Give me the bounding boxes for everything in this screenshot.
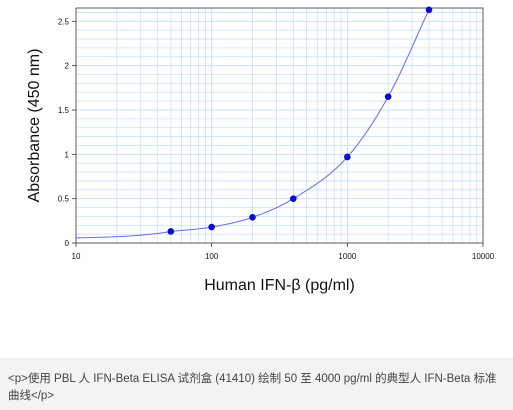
plot-frame [75,7,484,244]
y-tick-label: 1.5 [58,106,70,115]
data-points [167,6,433,235]
figure-panel: 10 100 1000 10000 0 0.5 1 1.5 2 2.5 Human IFN-β (… [26,6,495,294]
data-point [249,213,256,221]
y-tick-label: 2.5 [58,17,70,26]
y-tick-label: 0.5 [58,195,70,204]
x-tick-label: 10000 [472,252,495,261]
data-point [384,93,392,100]
data-point [344,153,351,161]
figure-caption: <p>使用 PBL 人 IFN-Beta ELISA 试剂盒 (41410) 绘… [8,373,497,402]
data-point [290,195,297,202]
x-axis-title: Human IFN-β (pg/ml) [204,277,355,294]
grid-lines [76,8,483,243]
x-tick-label: 10 [72,252,81,261]
axis-ticks: 10 100 1000 10000 0 0.5 1 1.5 2 2.5 [58,17,495,261]
x-tick-label: 100 [205,252,219,261]
standard-curve-chart: 10 100 1000 10000 0 0.5 1 1.5 2 2.5 Human IFN-β (… [26,6,495,294]
figure-caption-box: <p>使用 PBL 人 IFN-Beta ELISA 试剂盒 (41410) 绘… [0,358,513,410]
data-point [208,223,215,231]
x-tick-label: 1000 [338,252,356,261]
y-tick-label: 1 [65,150,70,159]
data-point [167,228,175,235]
y-axis-title: Absorbance (450 nm) [26,49,43,203]
y-tick-label: 2 [65,62,70,71]
y-tick-label: 0 [65,239,70,248]
data-point [425,6,433,14]
